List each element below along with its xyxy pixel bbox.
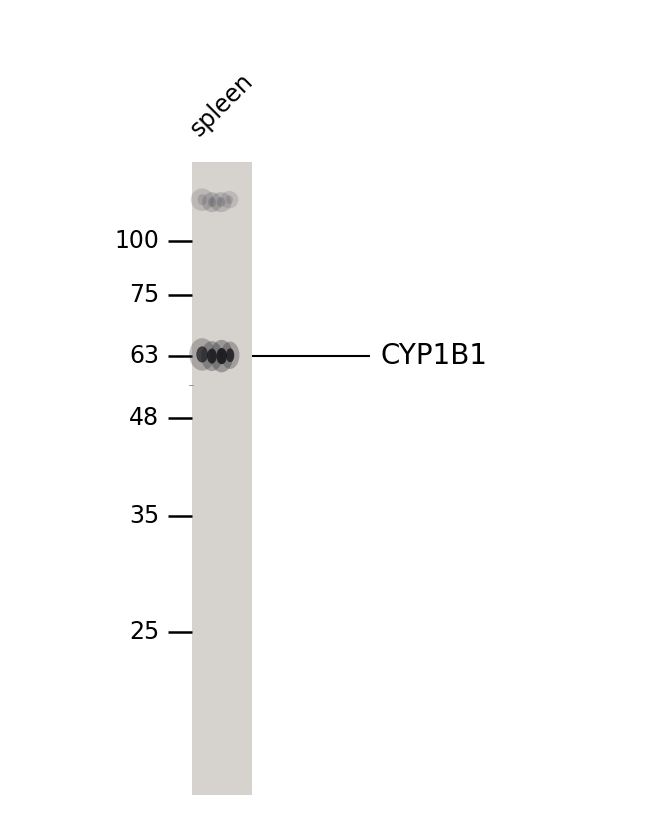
- Ellipse shape: [220, 191, 239, 208]
- Bar: [192, 162, 252, 795]
- Text: 35: 35: [129, 504, 159, 527]
- Ellipse shape: [221, 341, 239, 369]
- Ellipse shape: [210, 339, 233, 372]
- Ellipse shape: [211, 192, 231, 212]
- Text: 25: 25: [129, 621, 159, 644]
- Ellipse shape: [226, 349, 235, 362]
- Ellipse shape: [207, 349, 217, 364]
- Text: CYP1B1: CYP1B1: [380, 342, 488, 370]
- Ellipse shape: [226, 196, 233, 204]
- Ellipse shape: [202, 341, 222, 371]
- Text: 100: 100: [114, 230, 159, 253]
- Text: 48: 48: [129, 407, 159, 430]
- Ellipse shape: [202, 192, 222, 212]
- Ellipse shape: [216, 348, 227, 364]
- Ellipse shape: [191, 188, 213, 210]
- Text: 63: 63: [129, 344, 159, 368]
- Text: spleen: spleen: [186, 69, 257, 141]
- Ellipse shape: [198, 194, 207, 206]
- Ellipse shape: [196, 346, 208, 363]
- Ellipse shape: [208, 197, 216, 207]
- Ellipse shape: [189, 338, 215, 370]
- Text: 75: 75: [129, 284, 159, 307]
- Ellipse shape: [217, 197, 226, 207]
